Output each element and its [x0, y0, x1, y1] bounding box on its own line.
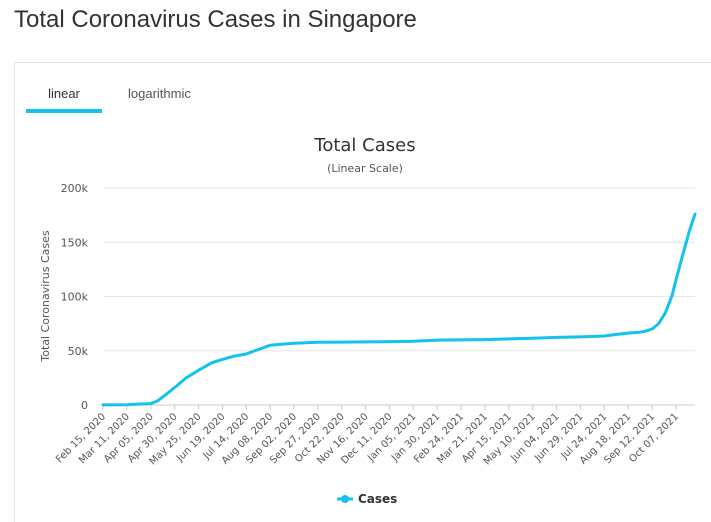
y-tick-label: 50k — [68, 345, 89, 358]
y-tick-label: 0 — [81, 399, 88, 412]
y-tick-label: 100k — [61, 291, 89, 304]
y-tick-label: 150k — [61, 236, 89, 249]
y-axis-ticks: 0 50k 100k 150k 200k — [61, 182, 89, 412]
tab-linear[interactable]: linear — [26, 77, 102, 113]
chart-title: Total Cases — [313, 135, 415, 156]
series-line-cases — [101, 212, 697, 407]
y-axis-label: Total Coronavirus Cases — [39, 230, 52, 363]
grid-lines — [103, 187, 695, 406]
y-tick-label: 200k — [61, 182, 89, 195]
tab-logarithmic[interactable]: logarithmic — [128, 86, 191, 101]
legend-swatch-marker — [341, 495, 349, 503]
scale-tabs: linear logarithmic — [26, 77, 219, 115]
page-title: Total Coronavirus Cases in Singapore — [14, 6, 417, 33]
chart-subtitle: (Linear Scale) — [327, 162, 403, 175]
legend[interactable]: Cases — [337, 492, 397, 506]
chart-panel: linear logarithmic — [14, 62, 711, 522]
legend-label-cases: Cases — [358, 492, 397, 506]
